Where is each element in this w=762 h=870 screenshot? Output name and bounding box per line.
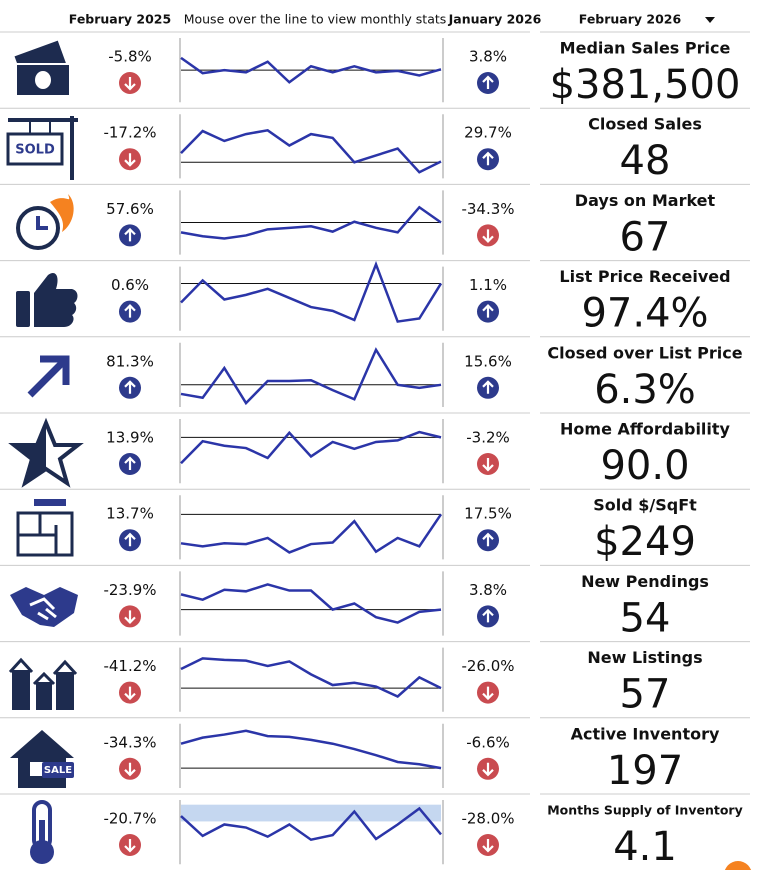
metric-value: 6.3%: [594, 367, 696, 413]
sparkline[interactable]: [180, 347, 442, 406]
metric-value: 90.0: [600, 443, 689, 489]
metric-value: 54: [620, 595, 671, 641]
mom-change: 1.1%: [469, 276, 507, 294]
sparkline[interactable]: [180, 583, 442, 624]
yoy-change: 57.6%: [106, 200, 154, 218]
sparkline[interactable]: [180, 260, 443, 323]
sparkline[interactable]: [180, 205, 442, 240]
icon-money: [14, 40, 71, 97]
metric-label: Months Supply of Inventory: [547, 803, 743, 818]
arrow-glyph: [124, 839, 136, 853]
metric-value: $381,500: [550, 62, 741, 108]
metric-value: $249: [594, 519, 696, 565]
column-header: February 2025: [69, 12, 171, 27]
arrow-glyph: [482, 762, 494, 777]
arrow-glyph: [482, 532, 494, 547]
metric-label: Active Inventory: [571, 724, 720, 743]
icon-house-sale: SALE: [10, 730, 74, 788]
mom-change: 3.8%: [469, 48, 507, 66]
arrow-glyph: [124, 153, 136, 167]
arrow-glyph: [124, 610, 136, 624]
metric-label: Closed Sales: [588, 115, 702, 134]
yoy-change: -34.3%: [103, 733, 156, 751]
instructions: Mouse over the line to view monthly stat…: [184, 12, 447, 27]
yoy-change: -20.7%: [103, 810, 156, 828]
dropdown-caret[interactable]: [705, 17, 715, 23]
metric-label: Closed over List Price: [547, 343, 742, 362]
arrow-glyph: [482, 686, 494, 701]
yoy-change: -17.2%: [103, 124, 156, 142]
yoy-change: -23.9%: [103, 581, 156, 599]
arrow-glyph: [124, 304, 136, 318]
sparkline[interactable]: [180, 128, 442, 174]
yoy-change: -41.2%: [103, 657, 156, 675]
arrow-glyph: [124, 380, 136, 394]
arrow-glyph: [124, 227, 136, 242]
mom-change: -3.2%: [466, 429, 510, 447]
mom-change: 29.7%: [464, 124, 512, 142]
icon-thermometer: [30, 800, 54, 864]
metric-label: New Pendings: [581, 572, 709, 591]
yoy-change: 0.6%: [111, 276, 149, 294]
arrow-glyph: [482, 608, 494, 623]
metric-value: 97.4%: [581, 291, 708, 337]
arrow-glyph: [482, 304, 494, 318]
yoy-change: 81.3%: [106, 352, 154, 370]
icon-trend-arrow: [27, 355, 70, 398]
metric-value: 48: [620, 138, 671, 184]
icon-handshake: [10, 587, 78, 627]
help-badge[interactable]: [724, 861, 752, 870]
mom-change: -6.6%: [466, 733, 510, 751]
icon-clock: [16, 194, 74, 250]
icon-text: SOLD: [15, 143, 55, 158]
sparkline[interactable]: [180, 56, 442, 84]
icon-floorplan: [16, 499, 74, 557]
arrow-glyph: [124, 686, 136, 701]
column-header: January 2026: [448, 12, 542, 27]
icon-sold-sign: SOLD: [6, 116, 78, 180]
metric-label: Home Affordability: [560, 420, 731, 439]
metric-label: Days on Market: [575, 191, 716, 210]
mom-change: -26.0%: [461, 657, 514, 675]
sparkline[interactable]: [180, 513, 443, 554]
sparkline[interactable]: [180, 806, 442, 842]
metric-value: 67: [620, 214, 671, 260]
arrow-glyph: [482, 151, 494, 166]
metric-label: New Listings: [587, 648, 702, 667]
icon-text: SALE: [44, 765, 72, 776]
icon-buildings: [8, 657, 78, 710]
yoy-change: 13.9%: [106, 429, 154, 447]
arrow-glyph: [124, 762, 136, 777]
mom-change: -28.0%: [461, 810, 514, 828]
yoy-change: -5.8%: [108, 48, 152, 66]
icon-thumb: [16, 272, 78, 327]
metric-value: 4.1: [613, 824, 677, 870]
period-select[interactable]: February 2026: [579, 12, 682, 27]
mom-change: 15.6%: [464, 352, 512, 370]
sparkline[interactable]: [180, 729, 442, 770]
sparkline[interactable]: [180, 430, 442, 465]
mom-change: -34.3%: [461, 200, 514, 218]
arrow-glyph: [482, 229, 494, 243]
icon-star: [8, 417, 84, 488]
metric-label: List Price Received: [559, 267, 730, 286]
arrow-glyph: [124, 77, 136, 91]
arrow-glyph: [482, 839, 494, 853]
metric-label: Sold $/SqFt: [593, 496, 697, 515]
arrow-glyph: [124, 456, 136, 470]
mom-change: 3.8%: [469, 581, 507, 599]
range-band: [181, 804, 441, 822]
metric-value: 57: [620, 672, 671, 718]
yoy-change: 13.7%: [106, 505, 154, 523]
arrow-glyph: [482, 380, 494, 394]
mom-change: 17.5%: [464, 505, 512, 523]
sparkline[interactable]: [180, 657, 442, 698]
metric-label: Median Sales Price: [560, 39, 731, 58]
arrow-glyph: [124, 532, 136, 547]
arrow-glyph: [482, 75, 494, 89]
arrow-glyph: [482, 458, 494, 472]
metric-value: 197: [607, 748, 683, 794]
